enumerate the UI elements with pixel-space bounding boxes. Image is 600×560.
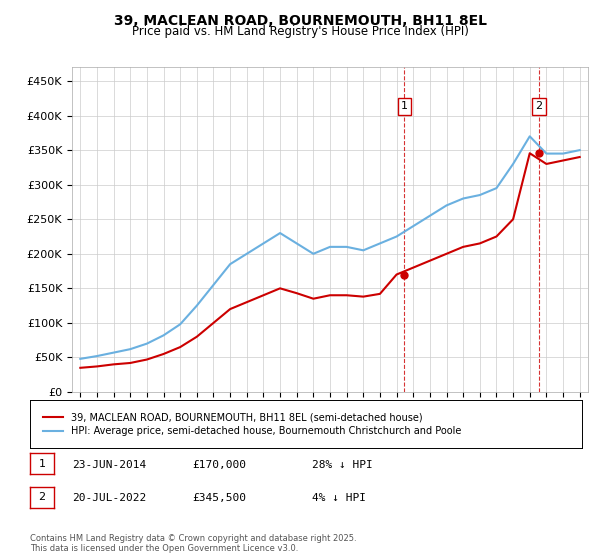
Text: 4% ↓ HPI: 4% ↓ HPI bbox=[312, 493, 366, 503]
Legend: 39, MACLEAN ROAD, BOURNEMOUTH, BH11 8EL (semi-detached house), HPI: Average pric: 39, MACLEAN ROAD, BOURNEMOUTH, BH11 8EL … bbox=[40, 409, 464, 439]
Text: Price paid vs. HM Land Registry's House Price Index (HPI): Price paid vs. HM Land Registry's House … bbox=[131, 25, 469, 38]
Text: 28% ↓ HPI: 28% ↓ HPI bbox=[312, 460, 373, 470]
Text: 1: 1 bbox=[38, 459, 46, 469]
Text: 23-JUN-2014: 23-JUN-2014 bbox=[72, 460, 146, 470]
Text: £170,000: £170,000 bbox=[192, 460, 246, 470]
Text: 1: 1 bbox=[401, 101, 408, 111]
Text: Contains HM Land Registry data © Crown copyright and database right 2025.
This d: Contains HM Land Registry data © Crown c… bbox=[30, 534, 356, 553]
Text: £345,500: £345,500 bbox=[192, 493, 246, 503]
Text: 2: 2 bbox=[535, 101, 542, 111]
Text: 2: 2 bbox=[38, 492, 46, 502]
Text: 20-JUL-2022: 20-JUL-2022 bbox=[72, 493, 146, 503]
Text: 39, MACLEAN ROAD, BOURNEMOUTH, BH11 8EL: 39, MACLEAN ROAD, BOURNEMOUTH, BH11 8EL bbox=[113, 14, 487, 28]
